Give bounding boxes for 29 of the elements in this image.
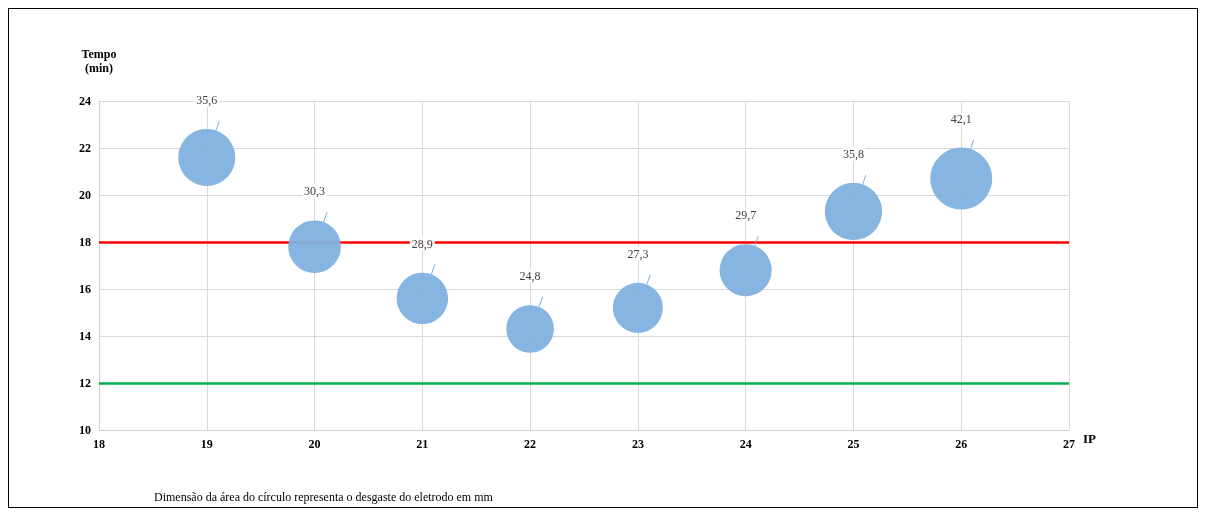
y-axis-title: Tempo (min) (81, 47, 117, 75)
y-tick-label: 10 (79, 423, 91, 437)
x-tick-label: 19 (200, 437, 213, 451)
data-label: 30,3 (304, 184, 326, 199)
text: Dimensão da área do círculo representa o desgaste do eletrodo em mm (154, 490, 494, 504)
y-tick-label: 20 (79, 188, 91, 202)
x-tick-label: 23 (631, 437, 644, 451)
x-tick-label: 18 (93, 437, 105, 451)
y-tick-label: 24 (79, 94, 91, 108)
data-label: 35,6 (196, 92, 218, 107)
data-label: 29,7 (735, 208, 757, 223)
y-tick-label: 12 (79, 376, 91, 390)
x-tick-label: 22 (524, 437, 537, 451)
y-tick-label: 22 (79, 141, 91, 155)
x-tick-label: 21 (416, 437, 429, 451)
y-tick-label: 16 (79, 282, 91, 296)
x-tick-label: 25 (847, 437, 860, 451)
x-tick-label: 26 (955, 437, 968, 451)
x-axis-title: IP (1083, 431, 1097, 446)
data-label: 27,3 (627, 246, 649, 261)
data-label: 35,8 (842, 146, 864, 161)
x-tick-label: 24 (739, 437, 752, 451)
x-tick-label: 27 (1063, 437, 1075, 451)
data-label: 42,1 (950, 111, 972, 126)
data-label: 28,9 (411, 236, 433, 251)
y-tick-label: 14 (79, 329, 91, 343)
x-tick-label: 20 (308, 437, 321, 451)
data-label: 24,8 (519, 269, 541, 284)
y-tick-label: 18 (79, 235, 91, 249)
